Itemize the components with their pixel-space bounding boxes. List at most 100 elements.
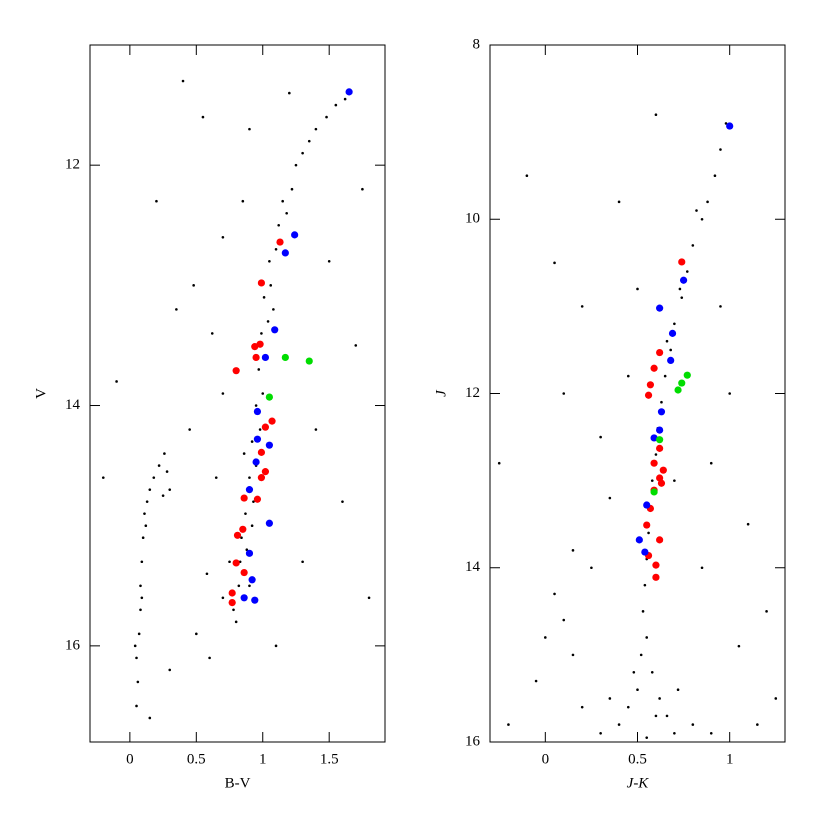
- highlight-point: [261, 468, 270, 476]
- star-point: [724, 122, 728, 125]
- highlight-point: [265, 393, 273, 401]
- star-point: [713, 174, 717, 177]
- star-point: [290, 187, 294, 191]
- star-point: [706, 200, 709, 204]
- star-point: [288, 91, 291, 95]
- star-point: [250, 524, 254, 527]
- star-point: [507, 723, 510, 726]
- star-point: [497, 461, 501, 465]
- highlight-point: [656, 536, 664, 544]
- star-point: [135, 704, 138, 708]
- star-point: [663, 374, 667, 378]
- star-point: [248, 584, 251, 588]
- star-point: [562, 618, 566, 622]
- star-point: [639, 653, 643, 657]
- star-point: [774, 697, 778, 700]
- highlight-point: [345, 88, 353, 96]
- star-point: [737, 644, 741, 648]
- star-point: [148, 488, 152, 491]
- highlight-point: [641, 548, 649, 556]
- highlight-point: [650, 488, 658, 496]
- x-tick-label: 0.5: [187, 751, 206, 767]
- star-point: [709, 731, 713, 735]
- star-point: [685, 270, 689, 273]
- star-point: [691, 723, 695, 726]
- highlight-point: [646, 381, 655, 389]
- star-point: [155, 199, 158, 203]
- star-point: [261, 392, 265, 395]
- star-point: [728, 392, 731, 395]
- star-point: [140, 596, 144, 600]
- star-point: [192, 284, 195, 287]
- star-point: [636, 688, 639, 692]
- highlight-point: [251, 596, 259, 604]
- star-point: [145, 500, 149, 503]
- star-point: [590, 566, 593, 570]
- x-axis-label: B-V: [225, 775, 251, 791]
- y-tick-label: 16: [465, 733, 481, 749]
- highlight-point: [656, 348, 664, 357]
- star-point: [673, 322, 676, 326]
- star-point: [673, 731, 676, 735]
- star-point: [354, 344, 358, 347]
- y-tick-label: 16: [65, 637, 81, 653]
- star-point: [139, 608, 142, 612]
- highlight-point: [276, 238, 284, 246]
- star-point: [241, 199, 245, 203]
- y-tick-label: 14: [65, 397, 81, 413]
- star-point: [562, 392, 566, 395]
- star-point: [553, 592, 556, 596]
- star-point: [665, 339, 669, 343]
- star-point: [260, 332, 263, 335]
- highlight-point: [726, 122, 734, 130]
- star-point: [221, 235, 225, 239]
- star-point: [115, 380, 118, 383]
- highlight-point: [650, 364, 658, 372]
- highlight-point: [281, 249, 289, 257]
- star-point: [101, 476, 105, 479]
- star-point: [254, 404, 258, 407]
- y-axis-label: J: [433, 389, 449, 397]
- star-point: [208, 656, 211, 660]
- star-point: [252, 500, 255, 503]
- star-point: [240, 536, 243, 540]
- highlight-point: [650, 434, 658, 442]
- star-point: [645, 636, 649, 639]
- highlight-point: [678, 379, 686, 387]
- star-point: [334, 103, 338, 107]
- star-point: [343, 97, 347, 101]
- highlight-point: [240, 568, 248, 577]
- star-point: [756, 723, 759, 726]
- star-point: [617, 723, 621, 726]
- star-point: [654, 113, 658, 116]
- star-point: [367, 596, 371, 600]
- star-point: [139, 584, 142, 588]
- star-point: [234, 620, 238, 624]
- star-point: [242, 452, 246, 455]
- star-point: [654, 453, 658, 456]
- highlight-point: [265, 519, 273, 527]
- highlight-point: [656, 426, 664, 434]
- star-point: [188, 428, 191, 431]
- star-point: [152, 476, 156, 479]
- star-point: [626, 374, 630, 378]
- star-point: [654, 714, 658, 718]
- star-point: [257, 368, 261, 371]
- star-point: [143, 512, 146, 515]
- x-tick-label: 1.5: [320, 751, 339, 767]
- star-point: [580, 305, 584, 308]
- star-point: [314, 127, 318, 131]
- star-point: [544, 636, 547, 639]
- star-point: [695, 209, 698, 212]
- highlight-point: [656, 304, 664, 312]
- plot-frame: [489, 44, 786, 743]
- y-tick-label: 12: [465, 385, 480, 401]
- highlight-point: [643, 521, 651, 529]
- star-point: [168, 668, 172, 672]
- highlight-point: [683, 371, 691, 379]
- highlight-point: [668, 329, 677, 337]
- x-tick-label: 0.5: [628, 751, 647, 767]
- highlight-point: [257, 279, 266, 287]
- highlight-point: [233, 531, 242, 539]
- highlight-point: [253, 495, 262, 503]
